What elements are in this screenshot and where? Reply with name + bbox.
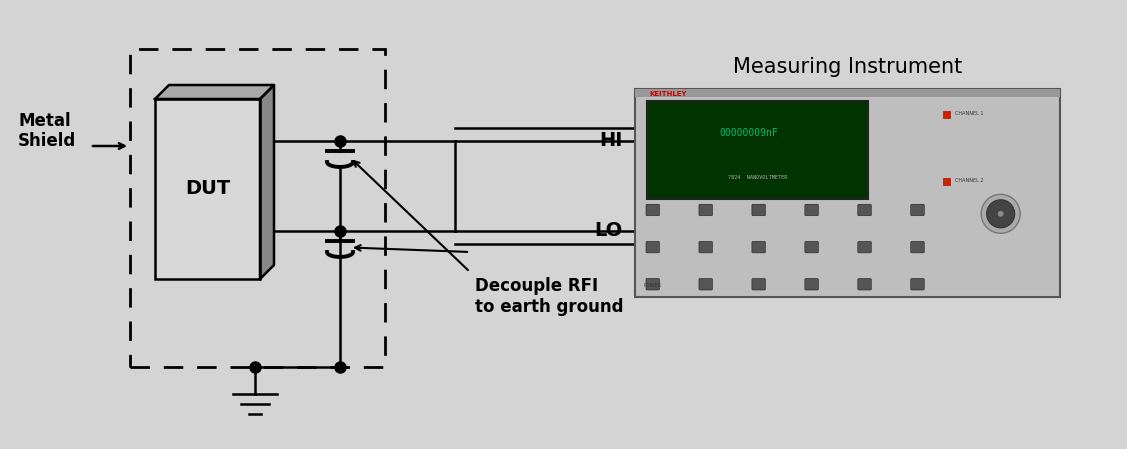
FancyBboxPatch shape bbox=[805, 242, 818, 253]
Text: HI: HI bbox=[600, 132, 623, 150]
Bar bbox=[156, 99, 260, 279]
Text: Metal
Shield: Metal Shield bbox=[18, 112, 77, 150]
Text: LO: LO bbox=[595, 221, 623, 241]
FancyBboxPatch shape bbox=[752, 278, 765, 290]
FancyBboxPatch shape bbox=[647, 101, 868, 199]
FancyBboxPatch shape bbox=[911, 242, 924, 253]
Polygon shape bbox=[156, 85, 274, 99]
Text: CHANNEL 1: CHANNEL 1 bbox=[955, 111, 984, 116]
FancyBboxPatch shape bbox=[699, 204, 712, 216]
Bar bbox=[943, 178, 950, 185]
Bar bbox=[130, 49, 385, 367]
FancyBboxPatch shape bbox=[911, 204, 924, 216]
Text: KEITHLEY: KEITHLEY bbox=[649, 92, 686, 97]
Circle shape bbox=[982, 194, 1020, 233]
FancyBboxPatch shape bbox=[911, 278, 924, 290]
FancyBboxPatch shape bbox=[752, 242, 765, 253]
FancyBboxPatch shape bbox=[646, 242, 659, 253]
Bar bbox=[635, 89, 1061, 97]
FancyBboxPatch shape bbox=[699, 242, 712, 253]
FancyBboxPatch shape bbox=[805, 278, 818, 290]
FancyBboxPatch shape bbox=[805, 204, 818, 216]
Bar bbox=[943, 111, 950, 119]
FancyBboxPatch shape bbox=[752, 204, 765, 216]
Text: CHANNEL 2: CHANNEL 2 bbox=[955, 178, 984, 183]
FancyBboxPatch shape bbox=[858, 278, 871, 290]
FancyBboxPatch shape bbox=[646, 204, 659, 216]
Text: Measuring Instrument: Measuring Instrument bbox=[733, 57, 962, 77]
Text: POWER: POWER bbox=[644, 283, 662, 288]
FancyBboxPatch shape bbox=[646, 278, 659, 290]
Text: 00000009nF: 00000009nF bbox=[719, 128, 778, 138]
Bar bbox=[635, 89, 1061, 297]
Text: Decouple RFI
to earth ground: Decouple RFI to earth ground bbox=[474, 277, 623, 316]
Text: DUT: DUT bbox=[185, 180, 230, 198]
Circle shape bbox=[997, 211, 1004, 217]
FancyBboxPatch shape bbox=[699, 278, 712, 290]
Polygon shape bbox=[260, 85, 274, 279]
FancyBboxPatch shape bbox=[858, 204, 871, 216]
FancyBboxPatch shape bbox=[858, 242, 871, 253]
Circle shape bbox=[986, 200, 1014, 228]
Text: 7824  NANOVOLTMETER: 7824 NANOVOLTMETER bbox=[728, 175, 787, 180]
